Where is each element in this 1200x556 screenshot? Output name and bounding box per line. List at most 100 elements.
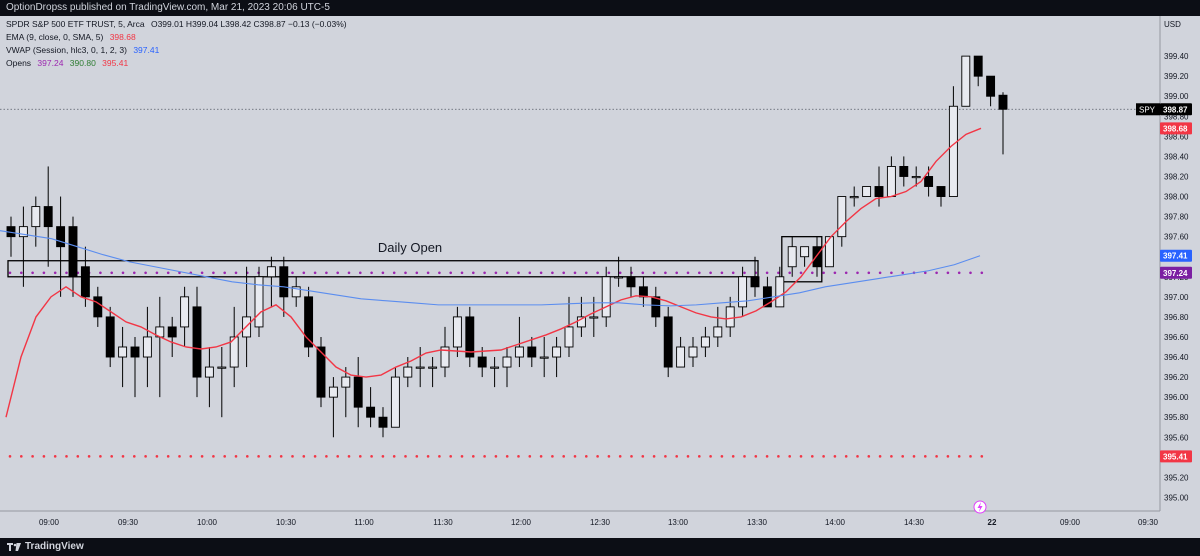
candle xyxy=(6,216,16,257)
opens-dot xyxy=(867,271,871,275)
opens-lines xyxy=(8,271,984,458)
ohlc-values: O399.01 H399.04 L398.42 C398.87 −0.13 (−… xyxy=(150,19,347,29)
candle-body xyxy=(403,366,413,378)
candle xyxy=(700,326,710,358)
opens-dot xyxy=(234,455,238,458)
y-tick-label: 398.60 xyxy=(1164,132,1189,141)
candle-body xyxy=(849,196,859,199)
opens-dot xyxy=(325,455,328,458)
candle-body xyxy=(601,276,611,318)
opens-dot xyxy=(234,271,238,275)
price-badge-value: 397.41 xyxy=(1163,252,1188,261)
x-tick-label: 13:00 xyxy=(668,518,689,527)
opens-dot xyxy=(370,271,373,275)
opens-dot xyxy=(336,271,340,275)
y-tick-label: 398.20 xyxy=(1164,172,1189,181)
candle xyxy=(118,326,128,388)
candle xyxy=(738,266,748,317)
opens-dot xyxy=(539,271,543,275)
opens-dot xyxy=(336,455,340,458)
y-tick-label: 395.80 xyxy=(1164,413,1189,422)
opens-dot xyxy=(551,455,554,458)
indicator-lines xyxy=(0,127,982,418)
chart-area[interactable]: USD 395.00 395.20 395.60 395.80 396.00 396.20 3… xyxy=(0,16,1200,538)
candle-body xyxy=(142,336,152,358)
opens-dot xyxy=(731,455,735,458)
opens-dot xyxy=(460,271,464,275)
legend-ema[interactable]: EMA (9, close, 0, SMA, 5) 398.68 xyxy=(6,32,140,42)
y-tick-label: 398.80 xyxy=(1164,112,1189,121)
time-axis[interactable]: 09:00 09:30 10:00 10:30 11:00 11:30 12:00 12:30… xyxy=(39,500,1159,527)
opens-dot xyxy=(76,455,80,458)
opens-dot xyxy=(641,455,645,458)
opens-dot xyxy=(743,271,746,275)
opens-dot xyxy=(709,455,712,458)
opens-dot xyxy=(426,271,430,275)
candle-body xyxy=(614,276,624,279)
opens-dot xyxy=(528,455,532,458)
opens-dot xyxy=(788,455,791,458)
opens-value-1: 397.24 xyxy=(37,58,64,68)
candle xyxy=(93,286,103,327)
opens-dot xyxy=(607,271,611,275)
opens-dot xyxy=(720,455,724,458)
opens-dot xyxy=(133,455,136,458)
candle-body xyxy=(651,296,661,318)
opens-dot xyxy=(178,455,181,458)
legend-vwap[interactable]: VWAP (Session, hlc3, 0, 1, 2, 3) 397.41 xyxy=(6,45,163,55)
opens-dot xyxy=(867,455,871,458)
opens-dot xyxy=(731,271,735,275)
x-tick-label: 12:00 xyxy=(511,518,532,527)
candle xyxy=(477,346,487,378)
opens-dot xyxy=(833,455,837,458)
opens-dot xyxy=(618,271,622,275)
opens-dot xyxy=(31,271,34,275)
legend-opens[interactable]: Opens 397.24 390.80 395.41 xyxy=(6,58,132,68)
opens-dot xyxy=(709,271,712,275)
candle xyxy=(552,336,562,378)
daily-open-label: Daily Open xyxy=(378,240,442,255)
opens-dot xyxy=(155,455,159,458)
opens-dot xyxy=(53,455,57,458)
opens-dot xyxy=(720,271,724,275)
opens-dot xyxy=(686,455,690,458)
opens-dot xyxy=(268,455,272,458)
legend-instrument[interactable]: SPDR S&P 500 ETF TRUST, 5, Arca O399.01 … xyxy=(6,19,351,29)
candle xyxy=(527,336,537,368)
y-tick-label: 399.00 xyxy=(1164,92,1189,101)
y-tick-label: 396.00 xyxy=(1164,393,1189,402)
candle xyxy=(911,166,921,187)
candle xyxy=(725,296,735,337)
candle xyxy=(428,357,438,388)
y-tick-label: 397.60 xyxy=(1164,233,1189,242)
price-badge-value: 397.24 xyxy=(1163,269,1188,278)
candle xyxy=(204,346,214,408)
candle-body xyxy=(130,346,140,358)
candle-body xyxy=(837,196,847,238)
instrument-name: SPDR S&P 500 ETF TRUST, 5, Arca xyxy=(6,19,145,29)
opens-dot xyxy=(472,455,475,458)
candle-body xyxy=(217,366,227,369)
y-tick-label: 395.00 xyxy=(1164,493,1189,502)
candle-body xyxy=(316,346,326,398)
opens-dot xyxy=(200,271,204,275)
y-tick-label: 398.00 xyxy=(1164,193,1189,202)
candle xyxy=(390,367,400,428)
candle-body xyxy=(961,55,971,107)
candle-body xyxy=(180,296,190,328)
candle xyxy=(68,216,78,297)
candle-body xyxy=(589,316,599,319)
opens-dot xyxy=(291,455,294,458)
opens-dot xyxy=(856,271,859,275)
opens-dot xyxy=(777,271,780,275)
price-axis[interactable]: USD 395.00 395.20 395.60 395.80 396.00 396.20 3… xyxy=(1136,20,1192,502)
currency-label: USD xyxy=(1164,20,1181,29)
opens-dot xyxy=(313,455,317,458)
x-tick-label: 09:00 xyxy=(1060,518,1081,527)
candle xyxy=(490,357,500,388)
candle-body xyxy=(192,306,202,378)
candlestick-chart[interactable]: USD 395.00 395.20 395.60 395.80 396.00 396.20 3… xyxy=(0,16,1200,538)
candle xyxy=(378,407,388,438)
opens-dot xyxy=(675,455,678,458)
candle xyxy=(502,346,512,388)
